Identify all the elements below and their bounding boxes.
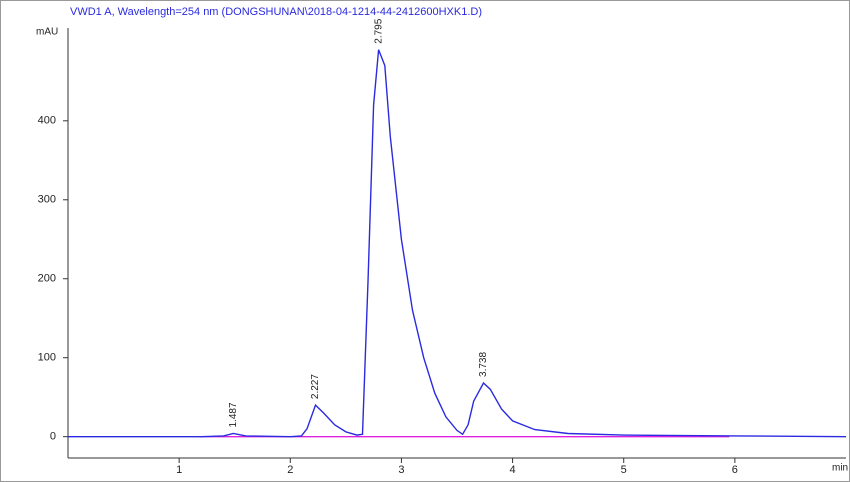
y-tick-label: 400: [38, 115, 56, 127]
peak-label: 1.487: [228, 402, 239, 427]
x-tick-label: 5: [621, 464, 627, 476]
y-axis-label: mAU: [36, 27, 58, 38]
peak-label: 3.738: [478, 352, 489, 377]
y-tick-label: 0: [50, 431, 56, 443]
x-tick-label: 6: [732, 464, 738, 476]
line: [68, 49, 847, 438]
peak-label: 2.227: [310, 374, 321, 399]
x-tick-label: 3: [398, 464, 404, 476]
peak-label: 2.795: [373, 18, 384, 43]
y-tick-label: 200: [38, 273, 56, 285]
x-tick-label: 1: [176, 464, 182, 476]
y-tick-label: 100: [38, 352, 56, 364]
x-tick-label: 4: [510, 464, 516, 476]
chart-title: VWD1 A, Wavelength=254 nm (DONGSHUNAN\20…: [70, 6, 482, 18]
y-tick-label: 300: [38, 194, 56, 206]
x-axis-label: min: [832, 463, 848, 474]
x-tick-label: 2: [287, 464, 293, 476]
